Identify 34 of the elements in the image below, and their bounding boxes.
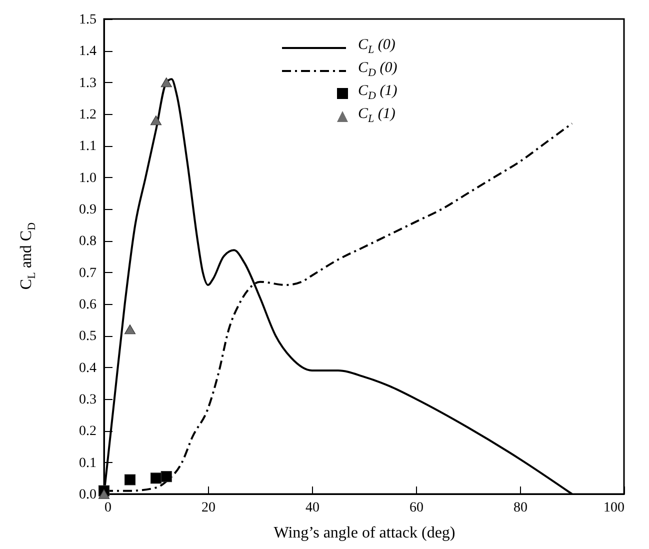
x-tick-label: 0 bbox=[104, 500, 112, 516]
point bbox=[150, 115, 162, 126]
y-tick-label: 0.3 bbox=[79, 392, 96, 408]
x-tick-label: 100 bbox=[604, 500, 624, 516]
point bbox=[150, 472, 162, 484]
y-tick-label: 1.1 bbox=[79, 139, 96, 154]
y-tick-label: 1.3 bbox=[79, 76, 96, 91]
y-tick-label: 0.9 bbox=[79, 202, 96, 218]
y-tick-label: 1.5 bbox=[79, 12, 96, 28]
y-tick-label: 1.0 bbox=[79, 170, 96, 186]
legend-label: C$_{D}$ (1) bbox=[358, 82, 398, 104]
point bbox=[124, 474, 136, 486]
y-tick-label: 0.8 bbox=[79, 234, 96, 250]
x-tick-label: 20 bbox=[202, 500, 216, 516]
x-tick-label: 80 bbox=[514, 500, 528, 516]
y-tick-label: 0.6 bbox=[79, 298, 96, 312]
x-axis-title: Wing’s angle of attack (deg) bbox=[274, 524, 456, 542]
point bbox=[160, 471, 172, 482]
y-tick-label: 0.5 bbox=[79, 329, 96, 344]
y-tick-label: 1.2 bbox=[79, 108, 96, 122]
point bbox=[124, 324, 136, 334]
legend-label: C$_{D}$ (0) bbox=[358, 59, 398, 81]
y-tick-label: 0.1 bbox=[79, 456, 96, 471]
y-tick-label: 0.4 bbox=[79, 360, 96, 376]
legend-label: C$_{L}$ (0) bbox=[358, 36, 396, 58]
x-tick-label: 60 bbox=[410, 500, 424, 516]
x-tick-label: 40 bbox=[306, 500, 320, 516]
y-tick-label: 0.2 bbox=[79, 424, 96, 440]
y-tick-label: 0.7 bbox=[79, 266, 96, 281]
point bbox=[160, 77, 172, 88]
y-tick-label: 0.0 bbox=[79, 488, 96, 502]
legend-label: C$_{L}$ (1) bbox=[358, 105, 396, 127]
point bbox=[98, 489, 110, 499]
y-tick-label: 1.4 bbox=[79, 44, 96, 60]
